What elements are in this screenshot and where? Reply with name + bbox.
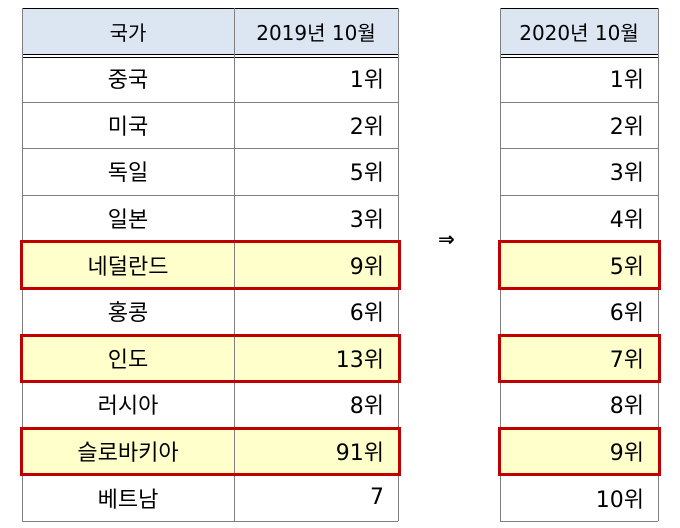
header-country: 국가 [22, 8, 234, 55]
cell-rank-2019: 13위 [234, 334, 398, 382]
grid-line [500, 57, 658, 58]
cell-rank-2019: 1위 [349, 68, 384, 94]
grid-line [22, 101, 398, 103]
grid-line [500, 521, 658, 522]
cell-rank-2019: 2위 [349, 114, 384, 140]
cell-country: 인도 [22, 334, 234, 382]
header-2019: 2019년 10월 [234, 8, 398, 55]
grid-line [22, 521, 398, 522]
cell-rank-2019: 9위 [234, 241, 398, 288]
cell-rank-2019: 5위 [349, 161, 384, 187]
cell-rank-2020: 8위 [609, 394, 644, 420]
highlight-box [498, 240, 661, 290]
cell-country: 일본 [107, 208, 149, 234]
cell-country: 러시아 [97, 394, 159, 420]
cell-rank-2019: 3위 [349, 208, 384, 234]
grid-line [500, 148, 658, 150]
cell-country: 베트남 [97, 487, 159, 513]
grid-line [22, 194, 398, 196]
cell-country: 슬로바키아 [22, 427, 234, 475]
cell-rank-2020: 2위 [609, 114, 644, 140]
highlight-box [20, 240, 401, 290]
cell-country: 네덜란드 [22, 241, 234, 288]
cell-rank-2019: 6위 [349, 301, 384, 327]
grid-line [500, 54, 658, 55]
cell-country: 미국 [107, 114, 149, 140]
highlight-box [498, 426, 661, 477]
grid-line [22, 8, 398, 9]
cell-rank-2020: 7위 [500, 334, 658, 382]
grid-line [22, 148, 398, 150]
cell-rank-2020: 10위 [595, 487, 644, 513]
grid-line [22, 57, 398, 58]
grid-line [500, 8, 658, 9]
cell-rank-2020: 4위 [609, 208, 644, 234]
grid-line [500, 194, 658, 196]
cell-rank-2020: 6위 [609, 301, 644, 327]
grid-line [22, 54, 398, 55]
cell-rank-2019: 91위 [234, 427, 398, 475]
cell-country: 중국 [107, 68, 149, 94]
cell-rank-2020: 3위 [609, 161, 644, 187]
cell-rank-2019: 7 [370, 485, 384, 511]
cell-rank-2020: 9위 [500, 427, 658, 475]
grid-line [500, 101, 658, 103]
highlight-box [20, 426, 401, 477]
cell-rank-2020: 1위 [609, 68, 644, 94]
header-2020: 2020년 10월 [500, 8, 658, 55]
cell-rank-2019: 8위 [349, 394, 384, 420]
grid-line [234, 8, 235, 521]
cell-country: 독일 [107, 161, 149, 187]
cell-rank-2020: 5위 [500, 241, 658, 288]
arrow-icon: ⇒ [438, 227, 455, 252]
cell-country: 홍콩 [107, 301, 149, 327]
highlight-box [20, 333, 401, 384]
highlight-box [498, 333, 661, 384]
